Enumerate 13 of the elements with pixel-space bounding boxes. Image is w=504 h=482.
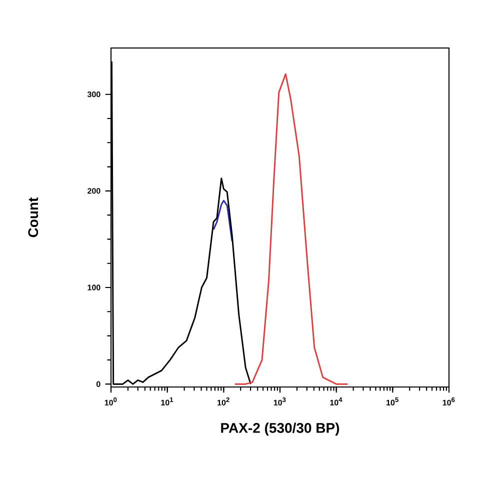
- y-tick-label: 200: [88, 188, 100, 194]
- y-tick-label: 300: [87, 92, 100, 98]
- x-tick-label: 10$^{6}$: [442, 397, 455, 406]
- y-tick-label: 100: [88, 284, 100, 290]
- x-tick-label: 10$^{4}$: [330, 397, 342, 406]
- x-tick-label: 10$^{0}$: [104, 397, 117, 406]
- y-tick-label: 0: [96, 381, 100, 387]
- y-axis-title: Count: [28, 197, 38, 238]
- x-tick-label: 10$^{5}$: [386, 397, 398, 406]
- x-tick-label: 10$^{3}$: [274, 397, 286, 406]
- x-tick-label: 10$^{1}$: [161, 397, 174, 406]
- x-axis-title: PAX-2 (530/30 BP): [221, 422, 340, 436]
- x-tick-label: 10$^{2}$: [218, 397, 230, 406]
